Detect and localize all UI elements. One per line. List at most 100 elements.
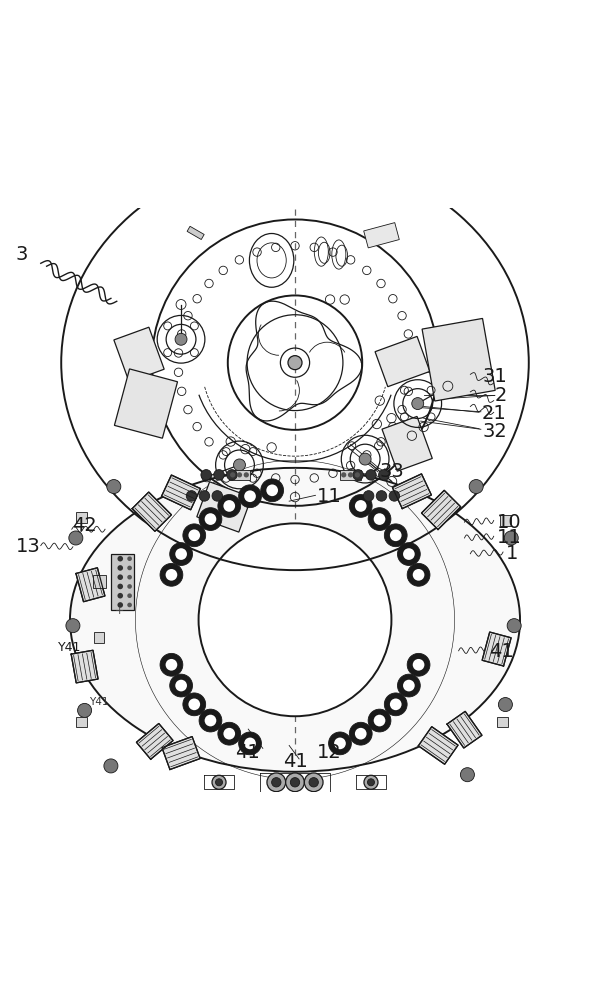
Circle shape xyxy=(244,472,249,477)
Circle shape xyxy=(290,778,300,787)
Circle shape xyxy=(368,709,391,732)
Circle shape xyxy=(170,674,192,697)
Circle shape xyxy=(183,524,206,547)
Circle shape xyxy=(166,569,177,581)
Circle shape xyxy=(205,715,217,726)
Circle shape xyxy=(348,472,353,477)
Circle shape xyxy=(117,593,123,599)
Circle shape xyxy=(412,398,424,410)
Polygon shape xyxy=(382,416,432,471)
Circle shape xyxy=(271,778,281,787)
Ellipse shape xyxy=(70,468,520,772)
Circle shape xyxy=(261,479,284,502)
Circle shape xyxy=(160,563,183,586)
Polygon shape xyxy=(111,554,135,610)
Circle shape xyxy=(403,680,415,691)
Polygon shape xyxy=(375,336,430,387)
Polygon shape xyxy=(94,632,104,643)
Circle shape xyxy=(349,495,372,517)
Circle shape xyxy=(309,778,319,787)
Circle shape xyxy=(224,500,235,512)
Circle shape xyxy=(186,491,197,501)
Circle shape xyxy=(407,563,430,586)
Text: 33: 33 xyxy=(380,462,405,481)
Polygon shape xyxy=(422,318,495,401)
Circle shape xyxy=(212,491,222,501)
Text: 42: 42 xyxy=(72,516,97,535)
Polygon shape xyxy=(447,711,482,748)
Text: 31: 31 xyxy=(482,367,507,386)
Circle shape xyxy=(286,773,304,792)
Circle shape xyxy=(403,548,415,560)
Circle shape xyxy=(373,715,385,726)
Circle shape xyxy=(127,584,132,589)
Circle shape xyxy=(398,674,420,697)
Circle shape xyxy=(199,523,391,716)
Circle shape xyxy=(104,759,118,773)
Circle shape xyxy=(390,698,402,710)
Circle shape xyxy=(266,484,278,496)
Circle shape xyxy=(234,459,245,471)
Circle shape xyxy=(390,529,402,541)
Polygon shape xyxy=(77,717,87,727)
Circle shape xyxy=(117,556,123,561)
Polygon shape xyxy=(93,575,106,588)
Circle shape xyxy=(127,575,132,580)
Text: 21: 21 xyxy=(482,404,507,423)
Polygon shape xyxy=(76,568,105,602)
Circle shape xyxy=(127,603,132,607)
Circle shape xyxy=(127,566,132,570)
Circle shape xyxy=(329,732,352,755)
Circle shape xyxy=(469,480,483,494)
Circle shape xyxy=(166,659,177,671)
Circle shape xyxy=(267,773,286,792)
Circle shape xyxy=(304,773,323,792)
Text: 10: 10 xyxy=(497,513,521,532)
Text: 41: 41 xyxy=(283,752,307,771)
Circle shape xyxy=(363,491,374,501)
Polygon shape xyxy=(197,482,251,532)
Circle shape xyxy=(117,574,123,580)
Circle shape xyxy=(355,500,366,512)
Circle shape xyxy=(69,531,83,545)
Circle shape xyxy=(355,728,366,740)
Circle shape xyxy=(368,508,391,530)
Circle shape xyxy=(389,491,399,501)
Text: 13: 13 xyxy=(16,537,40,556)
Polygon shape xyxy=(71,650,98,683)
Polygon shape xyxy=(363,223,399,248)
Text: +: + xyxy=(115,606,124,616)
Circle shape xyxy=(384,524,407,547)
Polygon shape xyxy=(114,327,164,382)
Circle shape xyxy=(199,491,209,501)
Circle shape xyxy=(364,775,378,789)
Circle shape xyxy=(117,565,123,571)
Circle shape xyxy=(379,470,389,480)
Circle shape xyxy=(288,356,302,370)
Text: 11: 11 xyxy=(317,487,342,506)
Polygon shape xyxy=(482,632,511,666)
Text: Y41: Y41 xyxy=(90,697,109,707)
Polygon shape xyxy=(162,737,200,770)
Circle shape xyxy=(170,543,192,565)
Polygon shape xyxy=(132,492,172,531)
Polygon shape xyxy=(392,474,431,509)
Circle shape xyxy=(407,653,430,676)
Circle shape xyxy=(359,453,371,465)
Polygon shape xyxy=(136,723,173,759)
Circle shape xyxy=(230,472,235,477)
Circle shape xyxy=(188,698,200,710)
Circle shape xyxy=(366,470,376,480)
Circle shape xyxy=(78,703,91,717)
Circle shape xyxy=(244,738,256,749)
Polygon shape xyxy=(114,369,178,438)
Circle shape xyxy=(183,693,206,716)
Circle shape xyxy=(398,543,420,565)
Circle shape xyxy=(205,513,217,525)
Circle shape xyxy=(107,480,121,494)
Text: 41: 41 xyxy=(235,743,260,762)
Circle shape xyxy=(212,775,226,789)
Circle shape xyxy=(117,602,123,608)
Circle shape xyxy=(413,659,424,671)
Circle shape xyxy=(199,709,222,732)
